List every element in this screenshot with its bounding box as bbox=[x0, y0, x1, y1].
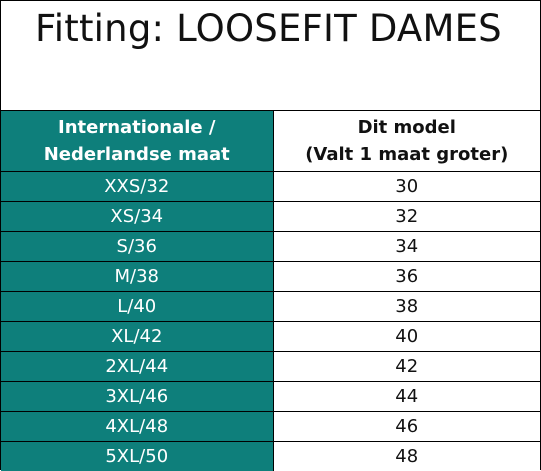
size-cell: M/38 bbox=[1, 260, 274, 291]
model-size-cell: 30 bbox=[273, 170, 540, 201]
size-cell: XXS/32 bbox=[1, 170, 274, 201]
size-cell: L/40 bbox=[1, 290, 274, 321]
size-cell: 5XL/50 bbox=[1, 440, 274, 471]
size-table-header: Internationale / Nederlandse maat Dit mo… bbox=[1, 111, 540, 171]
table-row: XL/42 40 bbox=[1, 320, 540, 351]
table-row: 5XL/50 48 bbox=[1, 440, 540, 471]
model-size-cell: 36 bbox=[273, 260, 540, 291]
model-size-cell: 40 bbox=[273, 320, 540, 351]
model-size-cell: 44 bbox=[273, 380, 540, 411]
header-international-size: Internationale / Nederlandse maat bbox=[1, 111, 274, 171]
table-row: XS/34 32 bbox=[1, 200, 540, 231]
size-table-body: XXS/32 30 XS/34 32 S/36 34 M/38 36 L/40 … bbox=[1, 170, 540, 471]
model-size-cell: 48 bbox=[273, 440, 540, 471]
size-cell: XL/42 bbox=[1, 320, 274, 351]
model-size-cell: 32 bbox=[273, 200, 540, 231]
header-row: Internationale / Nederlandse maat Dit mo… bbox=[1, 111, 540, 171]
table-row: 3XL/46 44 bbox=[1, 380, 540, 411]
table-row: XXS/32 30 bbox=[1, 170, 540, 201]
model-size-cell: 34 bbox=[273, 230, 540, 261]
table-row: 2XL/44 42 bbox=[1, 350, 540, 381]
header-this-model-line2: (Valt 1 maat groter) bbox=[305, 143, 509, 165]
header-this-model-line1: Dit model bbox=[357, 116, 456, 138]
size-cell: 2XL/44 bbox=[1, 350, 274, 381]
header-this-model: Dit model (Valt 1 maat groter) bbox=[273, 111, 540, 171]
size-cell: 4XL/48 bbox=[1, 410, 274, 441]
header-international-size-line2: Nederlandse maat bbox=[43, 143, 230, 165]
size-cell: 3XL/46 bbox=[1, 380, 274, 411]
size-cell: XS/34 bbox=[1, 200, 274, 231]
table-row: M/38 36 bbox=[1, 260, 540, 291]
size-cell: S/36 bbox=[1, 230, 274, 261]
page-title: Fitting: LOOSEFIT DAMES bbox=[1, 1, 540, 111]
model-size-cell: 42 bbox=[273, 350, 540, 381]
model-size-cell: 38 bbox=[273, 290, 540, 321]
table-row: 4XL/48 46 bbox=[1, 410, 540, 441]
table-row: S/36 34 bbox=[1, 230, 540, 261]
size-table: Internationale / Nederlandse maat Dit mo… bbox=[1, 111, 540, 471]
header-international-size-line1: Internationale / bbox=[58, 116, 216, 138]
table-row: L/40 38 bbox=[1, 290, 540, 321]
model-size-cell: 46 bbox=[273, 410, 540, 441]
